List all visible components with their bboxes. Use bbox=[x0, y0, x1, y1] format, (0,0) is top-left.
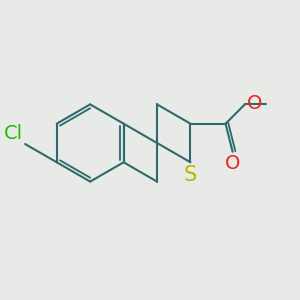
Text: Cl: Cl bbox=[4, 124, 23, 142]
Text: O: O bbox=[225, 154, 240, 173]
Text: S: S bbox=[184, 165, 197, 185]
Text: O: O bbox=[247, 94, 263, 113]
